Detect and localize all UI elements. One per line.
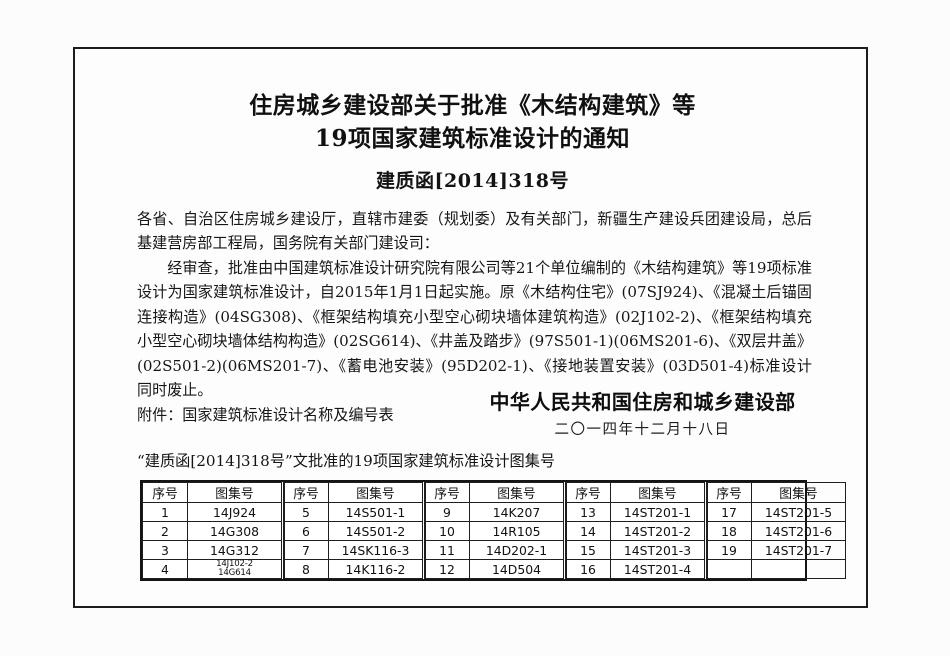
cell-atlas-code: 14G308 [187, 521, 283, 541]
column-header-code-2: 图集号 [328, 482, 424, 503]
cell-atlas-code: 14S501-2 [328, 521, 424, 541]
table-row: 2 14G308 6 14S501-2 10 14R105 14 14ST201-2 18 14S… [142, 521, 846, 541]
table-body: 1 14J924 5 14S501-1 9 14K207 13 14ST201-1 17 14ST… [142, 502, 846, 579]
cell-no: 16 [563, 559, 611, 579]
cell-atlas-code: 14ST201-4 [610, 559, 706, 579]
body-paragraph-addressees: 各省、自治区住房城乡建设厅，直辖市建委（规划委）及有关部门，新疆生产建设兵团建设… [137, 210, 812, 253]
cell-no: 17 [704, 502, 752, 522]
cell-atlas-code-line: 14G614 [218, 568, 251, 578]
column-header-code-3: 图集号 [469, 482, 565, 503]
cell-atlas-code: 14ST201-2 [610, 521, 706, 541]
document-page-frame: 住房城乡建设部关于批准《木结构建筑》等 19项国家建筑标准设计的通知 建质函[2… [73, 47, 868, 608]
cell-atlas-code: 14ST201-5 [751, 502, 846, 522]
cell-no: 9 [422, 502, 470, 522]
cell-atlas-code: 14SK116-3 [328, 540, 424, 560]
cell-atlas-code: 14G312 [187, 540, 283, 560]
cell-no: 5 [281, 502, 329, 522]
table-row: 3 14G312 7 14SK116-3 11 14D202-1 15 14ST201-3 19… [142, 540, 846, 560]
cell-no: 12 [422, 559, 470, 579]
document-title: 住房城乡建设部关于批准《木结构建筑》等 19项国家建筑标准设计的通知 [115, 89, 830, 156]
cell-atlas-code: 14ST201-7 [751, 540, 846, 560]
cell-atlas-code: 14D504 [469, 559, 565, 579]
cell-atlas-code: 14K207 [469, 502, 565, 522]
document-number: 建质函[2014]318号 [375, 170, 570, 192]
cell-no: 13 [563, 502, 611, 522]
cell-atlas-code: 14S501-1 [328, 502, 424, 522]
column-header-no-5: 序号 [704, 482, 752, 503]
document-page-content: 住房城乡建设部关于批准《木结构建筑》等 19项国家建筑标准设计的通知 建质函[2… [75, 49, 870, 610]
column-header-no-1: 序号 [142, 482, 188, 503]
cell-no: 11 [422, 540, 470, 560]
cell-atlas-code: 14J102-2 14G614 [187, 559, 283, 579]
column-header-no-2: 序号 [281, 482, 329, 503]
cell-no: 7 [281, 540, 329, 560]
body-paragraph-attachment: 附件：国家建筑标准设计名称及编号表 [137, 405, 394, 424]
cell-atlas-code: 14J924 [187, 502, 283, 522]
cell-no: 3 [142, 540, 188, 560]
table-caption: “建质函[2014]318号”文批准的19项国家建筑标准设计图集号 [137, 452, 556, 470]
column-header-code-1: 图集号 [187, 482, 283, 503]
cell-atlas-code: 14K116-2 [328, 559, 424, 579]
cell-no: 18 [704, 521, 752, 541]
cell-no: 1 [142, 502, 188, 522]
cell-no: 6 [281, 521, 329, 541]
cell-atlas-code: 14R105 [469, 521, 565, 541]
cell-atlas-code: 14ST201-6 [751, 521, 846, 541]
atlas-number-table: 序号 图集号 序号 图集号 序号 图集号 序号 图集号 序号 图集号 1 14J9… [140, 480, 846, 581]
cell-no: 15 [563, 540, 611, 560]
table: 序号 图集号 序号 图集号 序号 图集号 序号 图集号 序号 图集号 1 14J9… [142, 482, 846, 579]
cell-no [704, 559, 752, 579]
cell-no: 10 [422, 521, 470, 541]
cell-atlas-code-stack: 14J102-2 14G614 [189, 559, 280, 578]
column-header-no-3: 序号 [422, 482, 470, 503]
signing-authority: 中华人民共和国住房和城乡建设部 [489, 390, 796, 414]
cell-atlas-code: 14D202-1 [469, 540, 565, 560]
column-header-code-4: 图集号 [610, 482, 706, 503]
cell-no: 8 [281, 559, 329, 579]
cell-no: 2 [142, 521, 188, 541]
signing-date: 二〇一四年十二月十八日 [554, 422, 731, 438]
signature-block: 中华人民共和国住房和城乡建设部 二〇一四年十二月十八日 [470, 386, 815, 439]
cell-atlas-code: 14ST201-3 [610, 540, 706, 560]
table-row: 4 14J102-2 14G614 8 14K116-2 12 14D504 16 14ST20… [142, 559, 846, 579]
cell-atlas-code: 14ST201-1 [610, 502, 706, 522]
cell-no: 4 [142, 559, 188, 579]
cell-no: 19 [704, 540, 752, 560]
table-header-row: 序号 图集号 序号 图集号 序号 图集号 序号 图集号 序号 图集号 [142, 482, 846, 503]
table-row: 1 14J924 5 14S501-1 9 14K207 13 14ST201-1 17 14ST… [142, 502, 846, 522]
cell-atlas-code [751, 559, 846, 579]
cell-atlas-code-line: 14J102-2 [216, 559, 253, 570]
column-header-code-5: 图集号 [751, 482, 846, 503]
document-body: 各省、自治区住房城乡建设厅，直辖市建委（规划委）及有关部门，新疆生产建设兵团建设… [137, 207, 812, 427]
cell-no: 14 [563, 521, 611, 541]
page-title-line-2: 19项国家建筑标准设计的通知 [314, 125, 630, 153]
column-header-no-4: 序号 [563, 482, 611, 503]
body-paragraph-approval: 经审查，批准由中国建筑标准设计研究院有限公司等21个单位编制的《木结构建筑》等1… [137, 258, 812, 400]
page-title-line-1: 住房城乡建设部关于批准《木结构建筑》等 [249, 92, 696, 119]
